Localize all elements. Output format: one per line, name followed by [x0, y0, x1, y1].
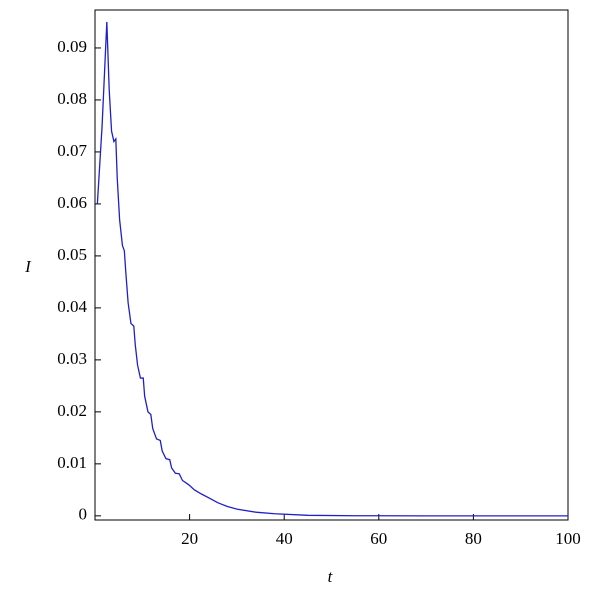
- y-tick-label: 0.02: [57, 401, 87, 420]
- x-tick-label: 60: [370, 529, 387, 548]
- y-tick-label: 0.03: [57, 349, 87, 368]
- y-tick-label: 0.04: [57, 297, 87, 316]
- plot-frame: [94, 9, 569, 521]
- x-tick-label: 20: [181, 529, 198, 548]
- x-tick-label: 100: [555, 529, 581, 548]
- y-tick-label: 0.08: [57, 89, 87, 108]
- y-tick-label: 0: [79, 505, 88, 524]
- y-tick-label: 0.06: [57, 193, 87, 212]
- y-tick-label: 0.09: [57, 37, 87, 56]
- x-axis-label: t: [328, 567, 334, 586]
- y-tick-label: 0.01: [57, 453, 87, 472]
- y-tick-label: 0.07: [57, 141, 87, 160]
- data-line: [96, 21, 568, 517]
- x-tick-label: 40: [276, 529, 293, 548]
- y-axis-label: I: [24, 257, 32, 276]
- y-tick-label: 0.05: [57, 245, 87, 264]
- x-tick-label: 80: [465, 529, 482, 548]
